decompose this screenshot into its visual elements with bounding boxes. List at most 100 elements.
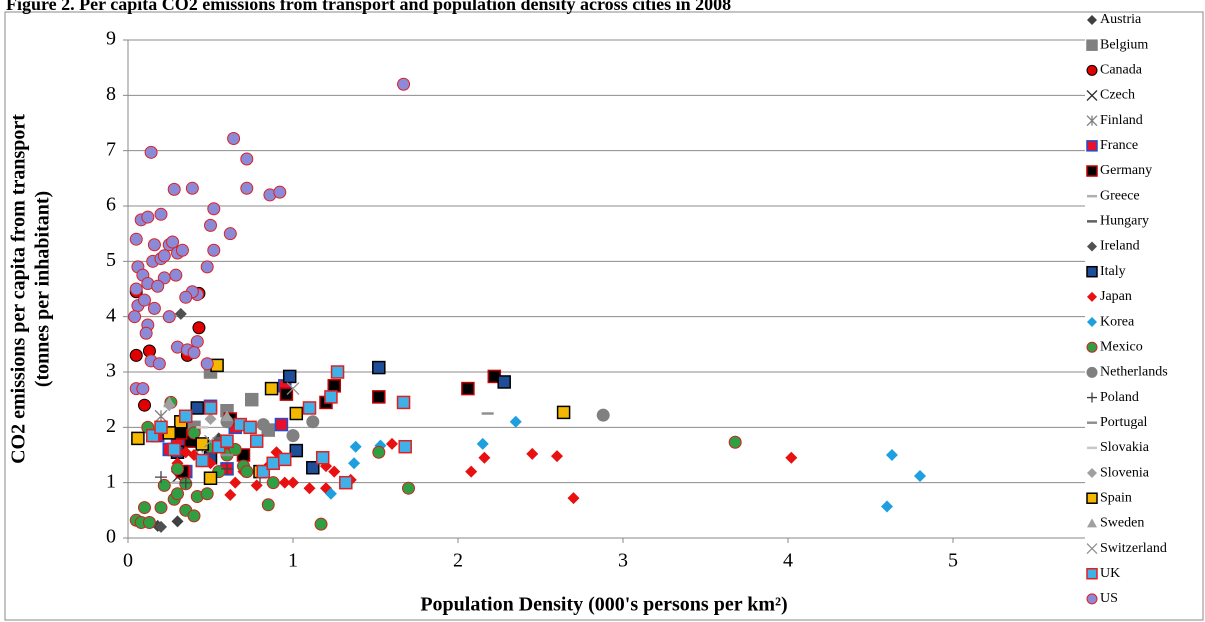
point bbox=[348, 457, 361, 470]
legend-swatch bbox=[1086, 593, 1098, 605]
point bbox=[190, 335, 204, 349]
point bbox=[229, 476, 242, 489]
point bbox=[157, 249, 171, 263]
point bbox=[286, 382, 300, 396]
legend-label: Greece bbox=[1100, 188, 1140, 203]
legend-label: Spain bbox=[1100, 490, 1132, 505]
point bbox=[349, 440, 362, 453]
point bbox=[461, 381, 475, 396]
point bbox=[220, 434, 234, 448]
point bbox=[243, 420, 257, 435]
legend-label: Canada bbox=[1100, 63, 1143, 78]
point bbox=[221, 462, 233, 475]
point bbox=[185, 181, 199, 195]
point bbox=[171, 462, 184, 476]
legend-swatch bbox=[1086, 39, 1098, 51]
x-tick-label: 1 bbox=[288, 550, 298, 572]
point bbox=[142, 516, 156, 530]
legend-swatch bbox=[1087, 241, 1097, 252]
y-axis-title: (tonnes per inhabitant) bbox=[32, 191, 54, 387]
legend-swatch bbox=[1086, 492, 1098, 504]
legend-swatch bbox=[1086, 165, 1098, 177]
point bbox=[881, 500, 893, 513]
y-tick-label: 5 bbox=[106, 249, 116, 271]
point bbox=[131, 431, 145, 446]
chart-frame bbox=[4, 11, 1204, 621]
point bbox=[129, 282, 143, 296]
legend-label: Mexico bbox=[1100, 339, 1143, 354]
legend-label: Korea bbox=[1100, 314, 1135, 329]
y-tick-label: 4 bbox=[106, 304, 116, 326]
point bbox=[261, 498, 275, 512]
legend-label: France bbox=[1100, 138, 1138, 153]
point bbox=[327, 379, 341, 393]
point bbox=[221, 410, 233, 422]
legend-swatch bbox=[1087, 468, 1097, 479]
point bbox=[256, 418, 270, 432]
point bbox=[256, 464, 271, 479]
legend-swatch bbox=[1086, 64, 1098, 76]
point bbox=[286, 429, 300, 443]
point bbox=[223, 227, 237, 241]
x-tick-label: 0 bbox=[123, 550, 133, 572]
point bbox=[476, 437, 489, 450]
y-tick-label: 8 bbox=[106, 83, 116, 105]
point bbox=[147, 301, 161, 315]
point bbox=[187, 346, 201, 360]
point bbox=[306, 415, 320, 429]
legend-swatch bbox=[1086, 567, 1098, 580]
point bbox=[200, 260, 214, 274]
legend-label: Slovenia bbox=[1100, 465, 1150, 480]
x-tick-label: 4 bbox=[783, 550, 793, 572]
point bbox=[551, 450, 563, 463]
point bbox=[154, 420, 168, 435]
point bbox=[250, 479, 263, 492]
point bbox=[203, 471, 218, 485]
point bbox=[266, 476, 280, 490]
legend-label: Czech bbox=[1100, 88, 1135, 103]
point bbox=[200, 487, 214, 501]
y-tick-label: 1 bbox=[106, 470, 116, 492]
legend-label: Poland bbox=[1100, 390, 1139, 405]
legend-swatch bbox=[1087, 392, 1097, 403]
y-tick-label: 2 bbox=[106, 415, 116, 437]
point bbox=[324, 487, 337, 500]
point bbox=[240, 465, 254, 479]
point bbox=[179, 446, 192, 459]
point bbox=[227, 131, 241, 145]
point bbox=[195, 453, 209, 468]
point bbox=[567, 492, 580, 505]
point bbox=[478, 451, 491, 464]
point bbox=[396, 395, 411, 410]
y-tick-label: 0 bbox=[106, 526, 116, 548]
legend-swatch bbox=[1086, 90, 1098, 101]
legend-swatch bbox=[1086, 265, 1098, 278]
point bbox=[315, 451, 330, 465]
point bbox=[167, 182, 181, 196]
point bbox=[155, 520, 167, 533]
point bbox=[266, 456, 280, 471]
point bbox=[190, 401, 205, 415]
legend-swatch bbox=[1087, 518, 1097, 528]
point bbox=[330, 365, 345, 379]
point bbox=[914, 470, 926, 483]
point bbox=[179, 409, 193, 424]
point bbox=[147, 238, 161, 252]
point bbox=[328, 465, 341, 478]
point bbox=[885, 449, 898, 461]
y-axis-title: CO2 emissions per capita from transport bbox=[8, 114, 30, 464]
legend-label: US bbox=[1100, 591, 1118, 606]
point bbox=[174, 426, 188, 440]
point bbox=[154, 207, 168, 221]
point bbox=[141, 210, 155, 224]
point bbox=[200, 357, 214, 371]
point bbox=[224, 488, 237, 501]
point bbox=[372, 360, 386, 375]
point bbox=[187, 509, 201, 523]
point bbox=[289, 406, 304, 421]
point bbox=[398, 439, 412, 454]
point bbox=[204, 413, 217, 426]
point bbox=[154, 409, 168, 423]
point bbox=[138, 398, 151, 412]
